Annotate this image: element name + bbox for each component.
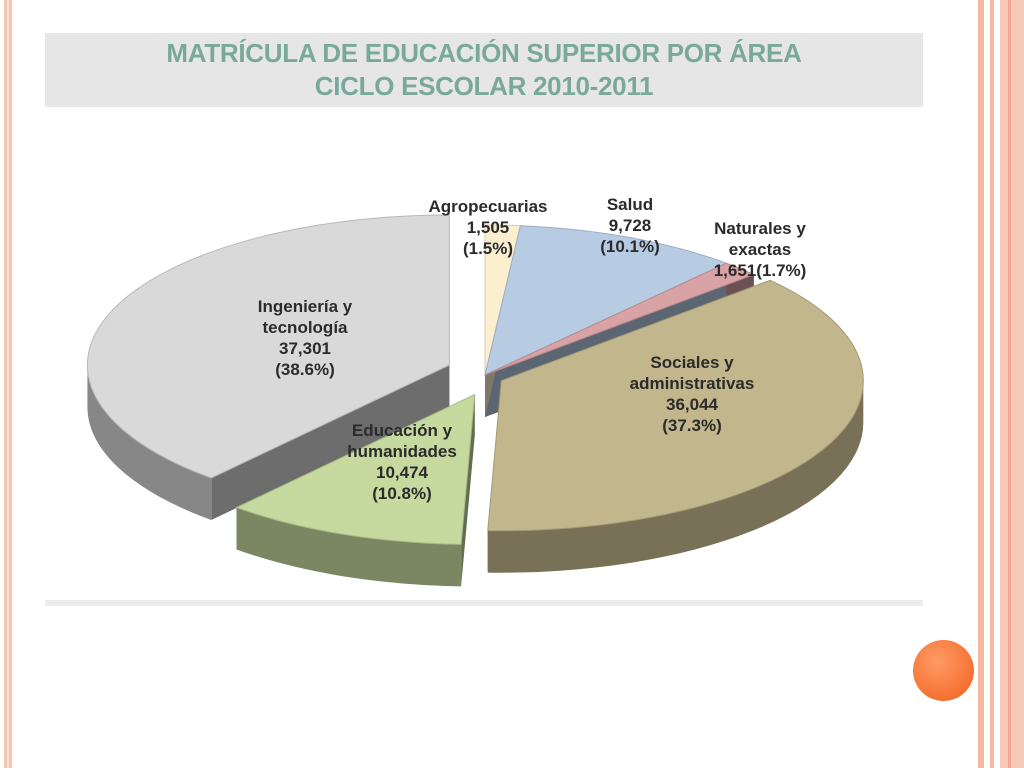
data-label-educacion-line-3: (10.8%): [372, 484, 432, 503]
data-label-naturales: Naturales y exactas 1,651(1.7%): [714, 219, 807, 280]
data-label-agro-line-1: 1,505: [467, 218, 510, 237]
data-label-educacion-line-2: 10,474: [376, 463, 429, 482]
data-label-sociales-line-2: 36,044: [666, 395, 719, 414]
pie-slice-naturales-y-exactas: [484, 262, 756, 376]
data-label-educacion-line-1: humanidades: [347, 442, 457, 461]
pie-slice-side-educacion-y-humanidades: [236, 507, 462, 587]
data-label-agro: Agropecuarias 1,505 (1.5%): [428, 197, 547, 258]
data-label-salud-line-0: Salud: [607, 195, 653, 214]
data-label-salud-line-1: 9,728: [609, 216, 652, 235]
data-label-salud-line-2: (10.1%): [600, 237, 660, 256]
pie-slice-salud: [484, 225, 728, 376]
pie-slice-sociales-y-administrativas: [487, 279, 864, 532]
data-label-ingenieria-line-2: 37,301: [279, 339, 331, 358]
data-label-naturales-line-0: Naturales y: [714, 219, 806, 238]
data-label-educacion: Educación y humanidades 10,474 (10.8%): [347, 421, 457, 503]
chart-title: MATRÍCULA DE EDUCACIÓN SUPERIOR POR ÁREA: [166, 38, 802, 68]
data-label-ingenieria-line-0: Ingeniería y: [258, 297, 353, 316]
pie-slice-wall-educacion-y-humanidades-0: [461, 394, 475, 587]
data-label-ingenieria-line-3: (38.6%): [275, 360, 335, 379]
data-label-salud: Salud 9,728 (10.1%): [600, 195, 660, 256]
left-border-decoration: [4, 0, 12, 768]
pie-slice-side-ingenieria-y-tecnologia: [87, 364, 212, 520]
data-label-agro-line-2: (1.5%): [463, 239, 513, 258]
chart-title-band: MATRÍCULA DE EDUCACIÓN SUPERIOR POR ÁREA…: [45, 33, 923, 107]
data-label-sociales: Sociales y administrativas 36,044 (37.3%): [630, 353, 755, 435]
bottom-divider: [45, 600, 923, 606]
pie-slice-side-sociales-y-administrativas: [487, 380, 864, 573]
right-border-decoration: [978, 0, 1024, 768]
data-label-educacion-line-0: Educación y: [352, 421, 453, 440]
orange-circle-decoration: [913, 640, 974, 701]
pie-slice-wall-ingenieria-y-tecnologia-0: [211, 364, 450, 520]
data-label-agro-line-0: Agropecuarias: [428, 197, 547, 216]
data-label-sociales-line-3: (37.3%): [662, 416, 722, 435]
pie-slice-ingenieria-y-tecnologia: [86, 214, 450, 479]
data-label-ingenieria: Ingeniería y tecnología 37,301 (38.6%): [258, 297, 353, 379]
pie-slice-educacion-y-humanidades: [235, 393, 476, 545]
data-label-ingenieria-line-1: tecnología: [262, 318, 348, 337]
data-label-sociales-line-1: administrativas: [630, 374, 755, 393]
data-label-naturales-line-1: exactas: [729, 240, 791, 259]
chart-subtitle: CICLO ESCOLAR 2010-2011: [314, 71, 654, 101]
data-label-sociales-line-0: Sociales y: [650, 353, 734, 372]
data-label-naturales-line-2: 1,651(1.7%): [714, 261, 807, 280]
